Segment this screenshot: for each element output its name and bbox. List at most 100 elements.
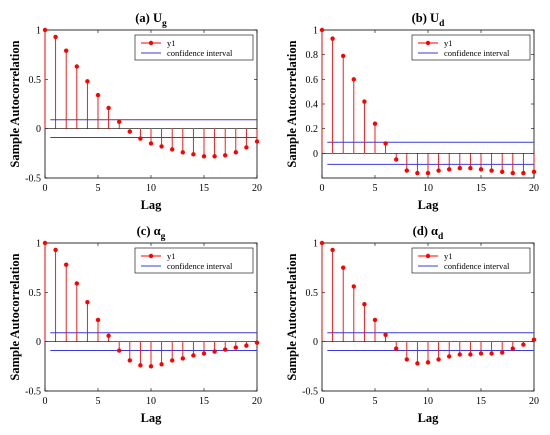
stem-marker <box>223 347 228 352</box>
chart-title-main: (c) α <box>137 224 161 238</box>
stem-marker <box>233 345 238 350</box>
stem-marker <box>531 169 537 175</box>
x-tick-label: 0 <box>320 183 325 194</box>
stem-marker <box>510 170 515 176</box>
chart-title-subscript: g <box>161 232 166 242</box>
x-tick-label: 10 <box>146 396 156 407</box>
x-axis-label: Lag <box>418 411 440 425</box>
stem-marker <box>436 168 441 173</box>
x-tick-label: 20 <box>529 396 539 407</box>
y-tick-label: 0.4 <box>306 100 319 111</box>
stem-marker <box>500 169 505 175</box>
stem-marker <box>394 346 399 351</box>
stem-marker <box>457 352 462 357</box>
x-tick-label: 15 <box>476 396 486 407</box>
x-tick-label: 20 <box>252 396 262 407</box>
y-tick-label: 0.5 <box>29 288 42 299</box>
stem-marker <box>63 262 69 267</box>
chart-title-subscript: d <box>438 232 444 242</box>
y-tick-label: 0.8 <box>306 50 319 61</box>
chart-title: (a) Ug <box>135 11 167 29</box>
y-tick-label: 1 <box>313 26 318 37</box>
stem-marker <box>138 363 143 368</box>
stem-marker <box>330 36 335 41</box>
stem-marker <box>117 348 122 353</box>
stem-marker <box>148 141 154 146</box>
stem-marker <box>223 153 228 158</box>
x-axis-label: Lag <box>418 198 440 212</box>
stem-marker <box>468 352 473 357</box>
chart-title-subscript: g <box>162 19 167 29</box>
stem-marker <box>191 353 196 358</box>
stem-marker <box>244 145 249 150</box>
stem-marker <box>159 144 164 149</box>
legend-entry-confidence: confidence interval <box>444 261 510 271</box>
stem-marker <box>233 150 238 155</box>
legend-stem-marker <box>148 40 154 46</box>
stem-marker <box>468 165 473 171</box>
x-tick-label: 20 <box>529 183 539 194</box>
x-axis-label: Lag <box>141 411 163 425</box>
x-tick-label: 5 <box>373 183 378 194</box>
y-tick-label: 1 <box>313 239 318 250</box>
stem-marker <box>383 141 388 146</box>
stem-marker <box>212 349 217 354</box>
stem-marker <box>95 317 101 323</box>
stem-marker <box>383 332 388 337</box>
x-tick-label: 10 <box>146 183 156 194</box>
legend-stem-marker <box>425 253 431 259</box>
stem-marker <box>330 247 335 253</box>
legend-entry-confidence: confidence interval <box>167 261 233 271</box>
chart-title-main: (d) α <box>413 224 438 238</box>
x-tick-label: 10 <box>423 396 433 407</box>
stem-marker <box>106 105 111 111</box>
y-tick-label: -0.5 <box>25 387 41 398</box>
x-tick-label: 15 <box>476 183 486 194</box>
stem-marker <box>254 139 260 144</box>
legend-box <box>411 247 531 274</box>
stem-marker <box>180 150 185 155</box>
x-tick-label: 5 <box>96 396 101 407</box>
stem-marker <box>201 351 207 356</box>
stem-marker <box>127 129 132 134</box>
stem-marker <box>53 247 58 253</box>
legend-box <box>411 34 531 61</box>
chart-title-subscript: d <box>439 19 445 29</box>
y-tick-label: 0 <box>36 337 41 348</box>
y-axis-label: Sample Autocorrelation <box>8 253 22 380</box>
stem-marker <box>372 317 378 323</box>
stem-marker <box>201 154 207 159</box>
x-tick-label: 5 <box>373 396 378 407</box>
stem-marker <box>404 168 409 173</box>
stem-marker <box>447 354 452 359</box>
stem-marker <box>478 351 484 356</box>
stem-marker <box>170 358 175 363</box>
stem-marker <box>85 300 90 305</box>
x-tick-label: 0 <box>320 396 325 407</box>
legend-stem-marker <box>148 253 154 259</box>
y-tick-label: 0 <box>313 149 318 160</box>
stem-marker <box>180 356 185 361</box>
stem-marker <box>319 240 325 246</box>
legend-entry-y1: y1 <box>167 251 176 261</box>
stem-marker <box>170 147 175 152</box>
stem-marker <box>244 343 249 348</box>
stem-marker <box>74 281 80 286</box>
chart-title: (d) αd <box>413 224 444 242</box>
stem-marker <box>362 301 367 307</box>
y-axis-label: Sample Autocorrelation <box>285 253 299 380</box>
stem-marker <box>436 357 441 362</box>
y-axis-label: Sample Autocorrelation <box>285 40 299 167</box>
stem-marker <box>510 346 515 351</box>
y-tick-label: -0.5 <box>25 174 41 185</box>
stem-marker <box>362 99 367 104</box>
stem-marker <box>127 358 132 363</box>
x-tick-label: 0 <box>43 183 48 194</box>
stem-marker <box>394 157 399 162</box>
stem-marker <box>191 152 196 157</box>
stem-marker <box>425 170 431 176</box>
